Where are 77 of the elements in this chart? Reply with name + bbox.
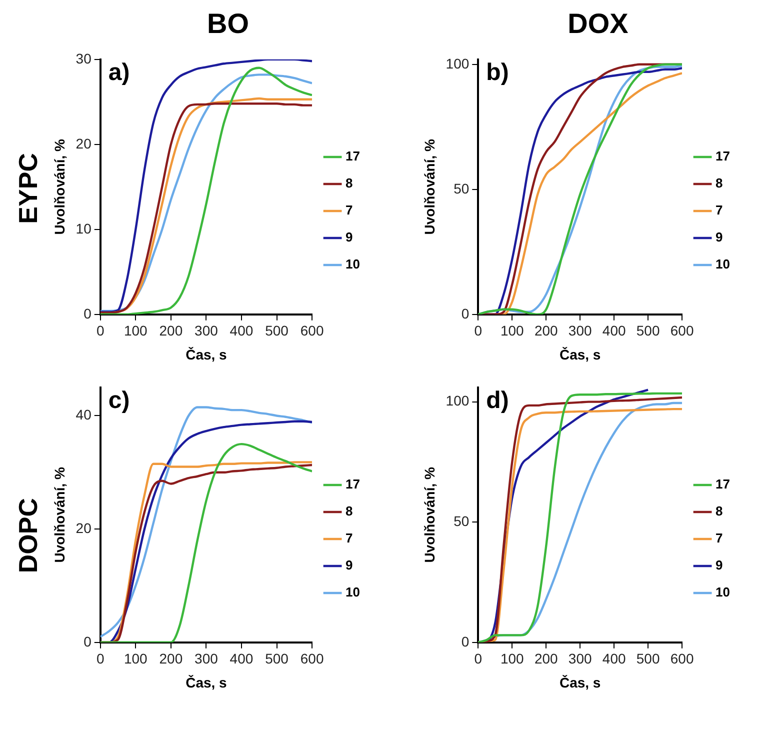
x-tick-label: 100 (500, 650, 524, 667)
x-tick-label: 400 (602, 322, 626, 339)
legend-label: 7 (346, 202, 353, 218)
text: DOPC (12, 498, 44, 574)
x-tick-label: 200 (159, 322, 183, 339)
x-tick-label: 300 (568, 322, 592, 339)
legend-label: 8 (716, 504, 723, 519)
y-tick-label: 100 (446, 392, 470, 409)
x-tick-label: 600 (670, 650, 694, 667)
legend-label: 17 (716, 148, 730, 164)
x-tick-label: 400 (602, 650, 626, 667)
y-tick-label: 100 (446, 55, 470, 72)
x-tick-label: 0 (474, 650, 482, 667)
legend-label: 17 (346, 476, 360, 492)
x-tick-label: 600 (670, 322, 694, 339)
legend-label: 9 (716, 230, 723, 245)
x-tick-label: 0 (474, 322, 482, 339)
y-axis-title: Uvolňování, % (421, 466, 438, 563)
y-axis-title: Uvolňování, % (51, 466, 68, 563)
chart-title: BO (206, 8, 250, 41)
x-tick-label: 400 (230, 322, 254, 339)
x-tick-label: 400 (230, 650, 254, 667)
x-tick-label: 200 (534, 322, 558, 339)
legend-label: 10 (346, 256, 360, 272)
y-tick-label: 0 (84, 305, 92, 322)
x-tick-label: 300 (568, 650, 592, 667)
y-tick-label: 50 (454, 512, 470, 529)
y-tick-label: 0 (84, 633, 92, 650)
x-tick-label: 300 (194, 322, 218, 339)
legend-label: 8 (716, 176, 723, 191)
x-tick-label: 500 (636, 322, 660, 339)
x-tick-label: 0 (96, 322, 104, 339)
annotation: a) (108, 59, 130, 86)
legend-label: 7 (716, 530, 723, 546)
y-tick-label: 10 (76, 220, 92, 236)
x-axis-title: Čas, s (186, 346, 228, 362)
legend-label: 10 (716, 256, 730, 272)
x-tick-label: 500 (265, 322, 289, 339)
x-tick-label: 600 (300, 322, 324, 339)
x-tick-label: 500 (636, 650, 660, 667)
x-axis-title: Čas, s (559, 346, 601, 362)
legend-label: 9 (346, 558, 353, 573)
legend-label: 8 (346, 504, 353, 519)
text: EYPC (12, 152, 44, 224)
legend-label: 10 (346, 584, 360, 600)
y-tick-label: 30 (76, 50, 92, 66)
y-tick-label: 40 (76, 406, 92, 423)
x-tick-label: 200 (159, 650, 183, 667)
x-tick-label: 100 (124, 322, 148, 339)
x-tick-label: 600 (300, 650, 324, 667)
x-tick-label: 500 (265, 650, 289, 667)
x-tick-label: 100 (124, 650, 148, 667)
chart-title: DOX (566, 8, 630, 41)
y-tick-label: 20 (76, 135, 92, 152)
annotation: d) (486, 387, 509, 414)
legend-label: 10 (716, 584, 730, 600)
x-tick-label: 200 (534, 650, 558, 667)
annotation: b) (486, 59, 509, 86)
y-axis-title: Uvolňování, % (421, 138, 438, 235)
x-tick-label: 300 (194, 650, 218, 667)
y-tick-label: 0 (461, 633, 470, 650)
legend-label: 9 (716, 558, 723, 573)
legend-label: 17 (346, 148, 360, 164)
annotation: c) (108, 387, 130, 414)
y-tick-label: 50 (454, 180, 470, 196)
legend-label: 9 (346, 230, 353, 245)
legend-label: 7 (716, 202, 723, 218)
y-tick-label: 0 (461, 305, 470, 322)
x-tick-label: 100 (500, 322, 524, 339)
legend-label: 7 (346, 530, 353, 546)
legend-label: 8 (346, 176, 353, 191)
x-axis-title: Čas, s (186, 674, 228, 690)
y-axis-title: Uvolňování, % (51, 138, 68, 235)
y-tick-label: 20 (76, 520, 92, 536)
legend-label: 17 (716, 476, 730, 492)
x-axis-title: Čas, s (559, 674, 601, 690)
x-tick-label: 0 (96, 650, 104, 667)
